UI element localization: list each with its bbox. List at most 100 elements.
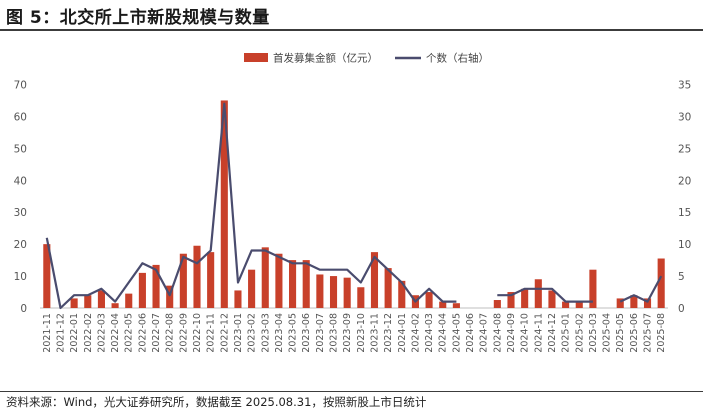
combo-chart: 首发募集金额（亿元） 个数（右轴） 0 10 20 30 40 50 60 70 0 5 10 15 20… bbox=[14, 52, 692, 353]
bar bbox=[370, 252, 379, 308]
bar bbox=[84, 295, 92, 308]
x-tick-label: 2022-11 bbox=[206, 313, 217, 353]
bar bbox=[562, 301, 570, 308]
y-left-tick-label: 0 bbox=[20, 303, 27, 315]
x-tick-label: 2022-02 bbox=[83, 313, 94, 353]
x-tick-label: 2022-10 bbox=[192, 313, 203, 353]
line-segment bbox=[497, 287, 593, 303]
bar bbox=[138, 272, 146, 308]
bar bbox=[316, 274, 324, 308]
bar bbox=[452, 303, 460, 308]
x-tick-label: 2024-08 bbox=[492, 313, 503, 353]
bar bbox=[152, 264, 160, 308]
y-left-tick-label: 50 bbox=[14, 143, 27, 155]
bar bbox=[439, 301, 447, 308]
bar bbox=[630, 295, 638, 308]
x-tick-label: 2023-02 bbox=[247, 313, 258, 353]
y-left-tick-label: 60 bbox=[14, 111, 27, 123]
bar bbox=[275, 253, 283, 308]
x-tick-label: 2023-01 bbox=[233, 313, 244, 353]
x-tick-label: 2024-05 bbox=[451, 313, 462, 353]
y-left-tick-label: 30 bbox=[14, 207, 27, 219]
bar bbox=[97, 290, 105, 308]
y-left-tick-label: 70 bbox=[14, 80, 27, 92]
x-tick-label: 2024-09 bbox=[506, 313, 517, 353]
chart-title: 图 5：北交所上市新股规模与数量 bbox=[6, 8, 270, 28]
bar bbox=[207, 252, 215, 308]
bar bbox=[302, 260, 310, 308]
x-tick-label: 2025-07 bbox=[643, 313, 654, 353]
x-tick-label: 2024-11 bbox=[533, 313, 544, 353]
bar bbox=[589, 269, 597, 308]
x-tick-label: 2023-11 bbox=[369, 313, 380, 353]
x-tick-label: 2025-04 bbox=[602, 313, 613, 353]
x-tick-label: 2024-06 bbox=[465, 313, 476, 353]
bar bbox=[111, 303, 119, 308]
legend: 首发募集金额（亿元） 个数（右轴） bbox=[244, 52, 489, 65]
x-tick-label: 2025-06 bbox=[629, 313, 640, 353]
bar-series bbox=[43, 100, 665, 308]
line-segment bbox=[45, 102, 457, 310]
x-tick-label: 2024-07 bbox=[479, 313, 490, 353]
x-tick-label: 2023-10 bbox=[356, 313, 367, 353]
line-series bbox=[45, 102, 663, 310]
bar bbox=[70, 298, 78, 308]
x-tick-label: 2025-01 bbox=[561, 313, 572, 353]
x-tick-label: 2022-07 bbox=[151, 313, 162, 353]
y-right-tick-label: 15 bbox=[678, 207, 691, 219]
x-tick-label: 2023-07 bbox=[315, 313, 326, 353]
x-tick-label: 2022-12 bbox=[219, 313, 230, 353]
x-tick-label: 2023-09 bbox=[342, 313, 353, 353]
title-divider bbox=[0, 29, 703, 31]
bar bbox=[398, 280, 406, 308]
bar bbox=[248, 269, 256, 308]
bar bbox=[193, 245, 201, 308]
bar bbox=[166, 285, 174, 308]
legend-label-line: 个数（右轴） bbox=[426, 52, 489, 65]
x-tick-label: 2023-05 bbox=[288, 313, 299, 353]
bar bbox=[507, 292, 515, 308]
x-axis-labels: 2021-11 2021-12 2022-01 2022-02 2022-03 2022-… bbox=[42, 313, 667, 353]
bar bbox=[220, 100, 228, 308]
bar bbox=[521, 288, 529, 308]
x-tick-label: 2024-02 bbox=[410, 313, 421, 353]
y-right-tick-label: 5 bbox=[678, 271, 685, 283]
bar bbox=[643, 298, 652, 308]
y-right-tick-label: 10 bbox=[678, 239, 691, 251]
bar bbox=[384, 268, 392, 308]
bar bbox=[616, 298, 624, 308]
bar bbox=[357, 287, 365, 308]
legend-label-bar: 首发募集金额（亿元） bbox=[273, 52, 378, 65]
x-tick-label: 2023-03 bbox=[260, 313, 271, 353]
x-tick-label: 2022-01 bbox=[69, 313, 80, 353]
bar bbox=[289, 260, 297, 308]
x-tick-label: 2025-03 bbox=[588, 313, 599, 353]
footer-divider bbox=[0, 391, 703, 392]
x-tick-label: 2021-12 bbox=[55, 313, 66, 353]
bar bbox=[43, 244, 51, 308]
x-tick-label: 2023-12 bbox=[383, 313, 394, 353]
x-tick-label: 2022-05 bbox=[124, 313, 135, 353]
bar bbox=[425, 292, 433, 308]
bar bbox=[261, 247, 269, 308]
x-tick-label: 2023-04 bbox=[274, 313, 285, 353]
x-tick-label: 2022-04 bbox=[110, 313, 121, 353]
bar bbox=[179, 253, 187, 308]
y-left-tick-label: 40 bbox=[14, 175, 27, 187]
x-tick-label: 2025-08 bbox=[656, 313, 667, 353]
x-tick-label: 2024-10 bbox=[520, 313, 531, 353]
bar bbox=[234, 290, 242, 308]
legend-swatch-bar bbox=[244, 53, 268, 62]
bar bbox=[657, 258, 665, 308]
y-right-tick-label: 25 bbox=[678, 143, 691, 155]
y-right-tick-label: 30 bbox=[678, 111, 691, 123]
x-tick-label: 2022-06 bbox=[137, 313, 148, 353]
x-tick-label: 2024-01 bbox=[397, 313, 408, 353]
x-tick-label: 2024-12 bbox=[547, 313, 558, 353]
x-tick-label: 2023-08 bbox=[329, 313, 340, 353]
bar bbox=[329, 276, 338, 308]
x-tick-label: 2022-03 bbox=[96, 313, 107, 353]
x-tick-label: 2024-03 bbox=[424, 313, 435, 353]
x-tick-label: 2022-09 bbox=[178, 313, 189, 353]
y-right-tick-label: 0 bbox=[678, 303, 685, 315]
